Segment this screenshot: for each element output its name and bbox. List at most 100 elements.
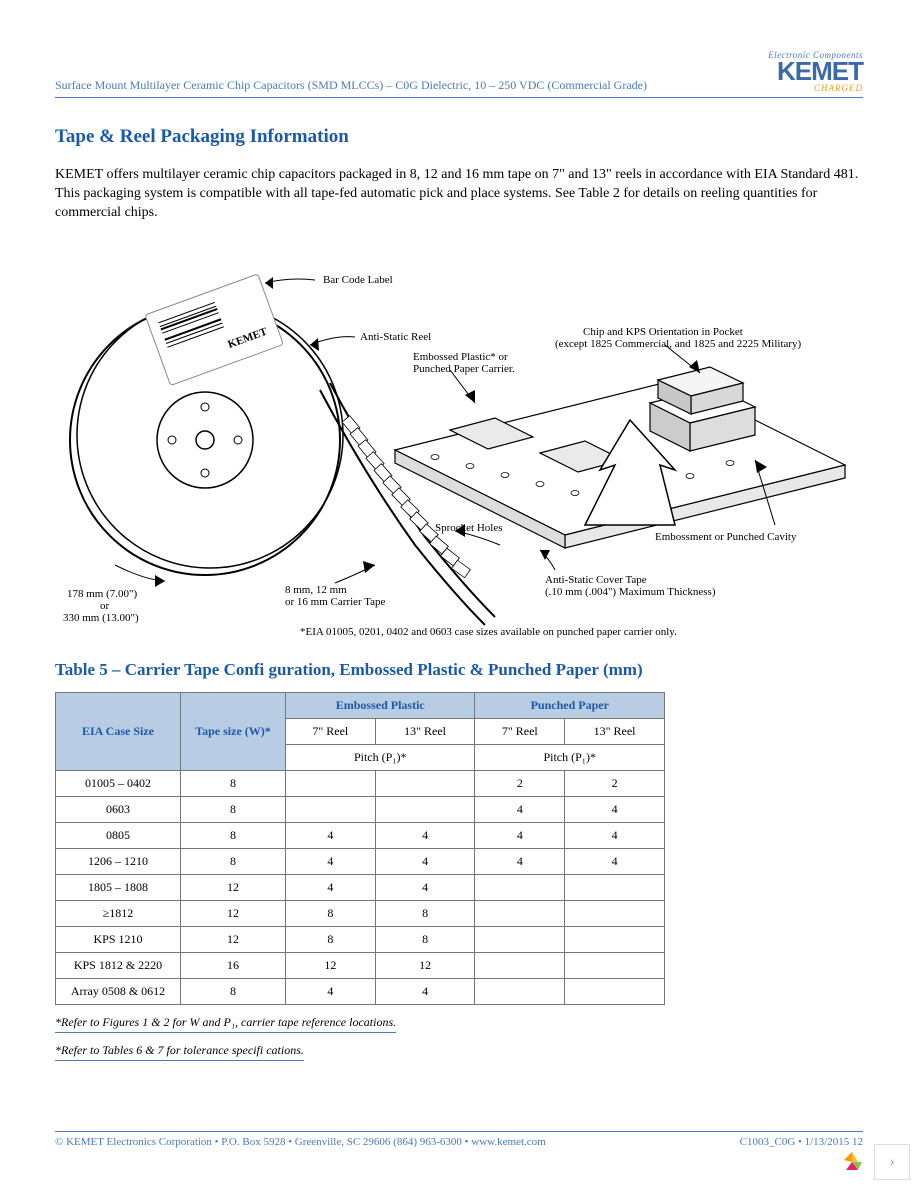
page-header: Surface Mount Multilayer Ceramic Chip Ca… — [55, 50, 863, 98]
label-cavity: Embossment or Punched Cavity — [655, 531, 797, 543]
label-tapewidth-1: 8 mm, 12 mm — [285, 584, 347, 596]
table-footnote-2: *Refer to Tables 6 & 7 for tolerance spe… — [55, 1043, 304, 1061]
label-covertape-2: (.10 mm (.004") Maximum Thickness) — [545, 586, 716, 598]
section-title: Tape & Reel Packaging Information — [55, 126, 863, 148]
th-tape: Tape size (W)* — [181, 693, 286, 771]
label-barcode: Bar Code Label — [323, 274, 393, 286]
table-cell — [475, 927, 565, 953]
table-cell: 8 — [286, 927, 376, 953]
pager-logo-icon — [838, 1148, 866, 1176]
th-pitch-p: Pitch (P₁)* — [475, 745, 665, 771]
table-cell — [565, 953, 665, 979]
table-cell: 12 — [181, 875, 286, 901]
table-cell: 4 — [475, 823, 565, 849]
table-cell: 12 — [286, 953, 376, 979]
table-cell — [375, 797, 475, 823]
label-reelsize-2: or — [100, 600, 110, 612]
table-cell — [375, 771, 475, 797]
th-p13: 13" Reel — [565, 719, 665, 745]
table-cell: 2 — [475, 771, 565, 797]
diagram-footnote: *EIA 01005, 0201, 0402 and 0603 case siz… — [300, 626, 677, 638]
table-row: 1206 – 121084444 — [56, 849, 665, 875]
packaging-diagram: KEMET — [55, 235, 863, 640]
table-cell: 01005 – 0402 — [56, 771, 181, 797]
table-cell — [286, 797, 376, 823]
table-cell — [475, 953, 565, 979]
table-cell: Array 0508 & 0612 — [56, 979, 181, 1005]
table-cell — [286, 771, 376, 797]
table-cell: 8 — [286, 901, 376, 927]
label-sprocket: Sprocket Holes — [435, 522, 503, 534]
table-row: 080584444 — [56, 823, 665, 849]
table-cell: 4 — [475, 797, 565, 823]
label-reelsize-1: 178 mm (7.00") — [67, 588, 138, 600]
label-tapewidth-2: or 16 mm Carrier Tape — [285, 596, 386, 608]
label-orientation-1: Chip and KPS Orientation in Pocket — [583, 326, 743, 338]
table-cell: 8 — [181, 849, 286, 875]
page-footer: © KEMET Electronics Corporation • P.O. B… — [55, 1131, 863, 1148]
label-covertape-1: Anti-Static Cover Tape — [545, 574, 647, 586]
label-reelsize-3: 330 mm (13.00") — [63, 612, 139, 624]
table-cell: 4 — [375, 875, 475, 901]
next-page-button[interactable]: › — [874, 1144, 910, 1180]
pager: › — [838, 1144, 910, 1180]
table-cell: 4 — [475, 849, 565, 875]
table-cell: 12 — [181, 901, 286, 927]
table-cell: 4 — [375, 823, 475, 849]
th-pitch-e: Pitch (P₁)* — [286, 745, 475, 771]
table-cell: 8 — [181, 797, 286, 823]
label-orientation-2: (except 1825 Commercial, and 1825 and 22… — [555, 338, 802, 350]
th-e13: 13" Reel — [375, 719, 475, 745]
table-cell: 0805 — [56, 823, 181, 849]
table-row: KPS 12101288 — [56, 927, 665, 953]
table-cell: 4 — [286, 849, 376, 875]
table-cell: 0603 — [56, 797, 181, 823]
table-cell — [565, 979, 665, 1005]
table-cell: 2 — [565, 771, 665, 797]
table-row: KPS 1812 & 2220161212 — [56, 953, 665, 979]
table-cell: KPS 1812 & 2220 — [56, 953, 181, 979]
table-cell: 4 — [286, 823, 376, 849]
table-cell: KPS 1210 — [56, 927, 181, 953]
table-cell: 4 — [565, 849, 665, 875]
table-cell: 8 — [181, 823, 286, 849]
th-p7: 7" Reel — [475, 719, 565, 745]
table-cell: 1805 – 1808 — [56, 875, 181, 901]
th-case: EIA Case Size — [56, 693, 181, 771]
table-cell: 8 — [181, 771, 286, 797]
table-cell: 4 — [286, 979, 376, 1005]
table-cell — [475, 979, 565, 1005]
carrier-tape-table: EIA Case Size Tape size (W)* Embossed Pl… — [55, 692, 665, 1005]
table-row: Array 0508 & 0612844 — [56, 979, 665, 1005]
table-cell: 4 — [286, 875, 376, 901]
label-carrier-1: Embossed Plastic* or — [413, 351, 508, 363]
table-cell: ≥1812 — [56, 901, 181, 927]
table-cell: 1206 – 1210 — [56, 849, 181, 875]
table-cell — [475, 901, 565, 927]
footer-left: © KEMET Electronics Corporation • P.O. B… — [55, 1136, 546, 1148]
th-punched: Punched Paper — [475, 693, 665, 719]
table-cell — [565, 901, 665, 927]
kemet-logo: Electronic Components KEMET CHARGED — [733, 50, 863, 93]
table-title: Table 5 – Carrier Tape Confi guration, E… — [55, 660, 863, 680]
section-body: KEMET offers multilayer ceramic chip cap… — [55, 166, 863, 223]
th-embossed: Embossed Plastic — [286, 693, 475, 719]
table-cell: 4 — [375, 849, 475, 875]
table-cell: 8 — [375, 927, 475, 953]
table-footnote-1: *Refer to Figures 1 & 2 for W and P₁, ca… — [55, 1015, 396, 1033]
header-breadcrumb: Surface Mount Multilayer Ceramic Chip Ca… — [55, 78, 647, 93]
table-cell: 4 — [375, 979, 475, 1005]
table-cell: 16 — [181, 953, 286, 979]
table-cell: 8 — [375, 901, 475, 927]
table-cell: 8 — [181, 979, 286, 1005]
table-row: 0603844 — [56, 797, 665, 823]
table-cell — [565, 875, 665, 901]
table-row: 01005 – 04028 22 — [56, 771, 665, 797]
table-row: ≥18121288 — [56, 901, 665, 927]
table-cell: 12 — [181, 927, 286, 953]
table-cell: 4 — [565, 823, 665, 849]
table-cell — [565, 927, 665, 953]
table-cell: 12 — [375, 953, 475, 979]
th-e7: 7" Reel — [286, 719, 376, 745]
logo-main-text: KEMET — [733, 60, 863, 83]
